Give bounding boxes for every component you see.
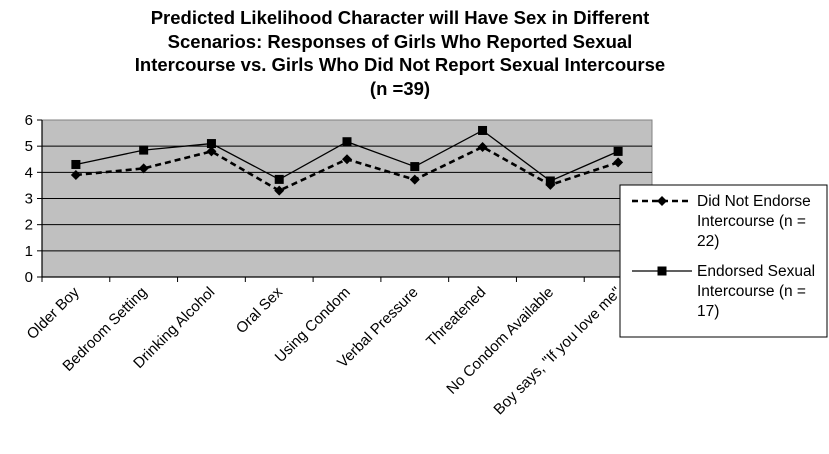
- series-1-point: [274, 185, 285, 196]
- y-tick-label: 3: [25, 191, 33, 208]
- legend: Did Not Endorse Intercourse (n = 22) Endors…: [619, 184, 828, 338]
- legend-label: Did Not Endorse: [697, 193, 811, 210]
- series-1-point: [138, 163, 149, 174]
- y-tick-label: 1: [25, 243, 33, 260]
- chart-title: Predicted Likelihood Character will Have…: [60, 6, 740, 100]
- series-2-point: [71, 159, 81, 169]
- series-1-point: [342, 154, 352, 165]
- legend-swatch-marker-1: [657, 196, 667, 206]
- x-tick-label: Threatened: [423, 284, 489, 350]
- series-2-point: [206, 139, 216, 149]
- chart-title-line-4: (n =39): [369, 77, 431, 99]
- x-tick-label: Oral Sex: [233, 283, 287, 337]
- series-2-point: [545, 176, 555, 186]
- series-2-point: [410, 162, 420, 172]
- legend-swatch-marker-2: [657, 266, 667, 276]
- series-1-point: [409, 174, 420, 185]
- legend-label: Intercourse (n =: [697, 283, 806, 300]
- legend-box: [619, 184, 828, 338]
- legend-label: 22): [697, 233, 719, 250]
- y-tick-label: 2: [25, 217, 33, 234]
- series-2-point: [274, 174, 284, 184]
- series-2-point: [139, 145, 149, 155]
- series-1-point: [613, 157, 624, 168]
- series-2-point: [478, 125, 488, 135]
- legend-label: Endorsed Sexual: [697, 263, 815, 280]
- legend-label: 17): [697, 303, 719, 320]
- x-tick-label: Boy says, "If you love me": [490, 284, 625, 419]
- series-1-point: [70, 169, 81, 180]
- y-tick-label: 5: [25, 138, 33, 155]
- x-tick-label: Older Boy: [24, 283, 84, 343]
- chart-title-line-3: Intercourse vs. Girls Who Did Not Report…: [134, 54, 666, 75]
- y-tick-label: 4: [25, 164, 33, 181]
- series-1-point: [206, 146, 217, 157]
- series-1-point: [477, 141, 488, 152]
- y-tick-label: 6: [25, 112, 33, 129]
- series-2-point: [342, 137, 352, 147]
- series-2-point: [613, 146, 623, 156]
- chart-title-line-2: Scenarios: Responses of Girls Who Report…: [167, 30, 633, 52]
- legend-label: Intercourse (n =: [697, 213, 806, 230]
- y-tick-label: 0: [25, 269, 33, 286]
- chart-title-line-1: Predicted Likelihood Character will Have…: [150, 7, 650, 28]
